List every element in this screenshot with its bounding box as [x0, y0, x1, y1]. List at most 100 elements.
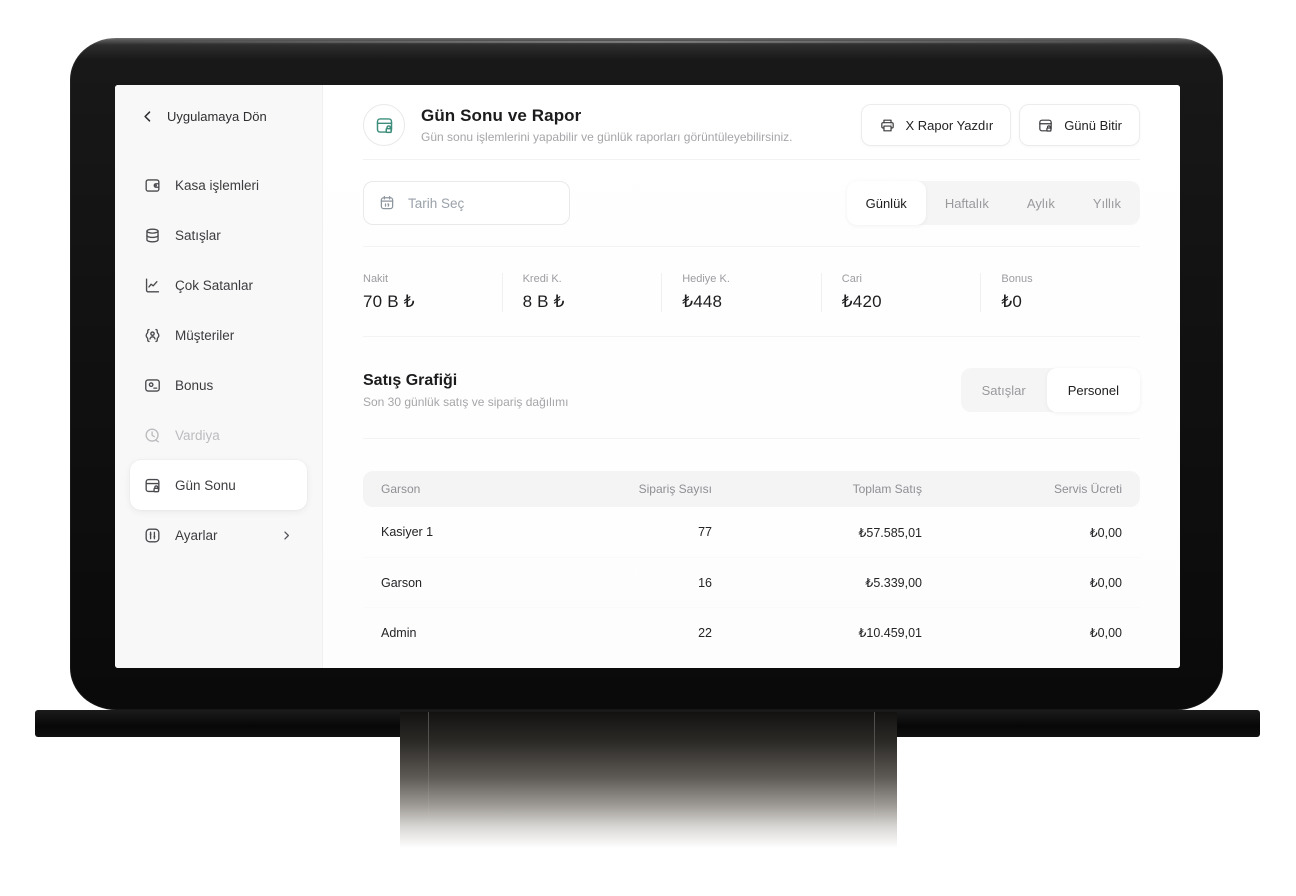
- print-x-report-button[interactable]: X Rapor Yazdır: [860, 104, 1012, 146]
- table-header-row: Garson Sipariş Sayısı Toplam Satış Servi…: [363, 471, 1140, 507]
- stat-bonus: Bonus ₺0: [980, 273, 1140, 312]
- sidebar-item-label: Vardiya: [175, 427, 220, 443]
- page-header: Gün Sonu ve Rapor Gün sonu işlemlerini y…: [363, 85, 1140, 160]
- sidebar-item-label: Ayarlar: [175, 527, 218, 543]
- page-title: Gün Sonu ve Rapor: [421, 106, 582, 125]
- sidebar-item-label: Çok Satanlar: [175, 277, 254, 293]
- page-header-text: Gün Sonu ve Rapor Gün sonu işlemlerini y…: [421, 106, 793, 144]
- bonus-icon: [143, 376, 162, 395]
- sales-section-subtitle: Son 30 günlük satış ve sipariş dağılımı: [363, 394, 569, 409]
- cell-service: ₺0,00: [1089, 626, 1122, 640]
- stat-value: 8 B ₺: [522, 292, 565, 311]
- end-day-button[interactable]: Günü Bitir: [1019, 104, 1140, 146]
- table-row: Garson 16 ₺5.339,00 ₺0,00: [363, 557, 1140, 607]
- sidebar-item-label: Gün Sonu: [175, 477, 236, 493]
- app-screen: Uygulamaya Dön Kasa işlemleri Satışlar: [115, 85, 1180, 668]
- cell-total: ₺5.339,00: [865, 576, 922, 590]
- cell-name: Garson: [381, 575, 422, 590]
- sales-section-title: Satış Grafiği: [363, 371, 458, 389]
- table-row: Admin 22 ₺10.459,01 ₺0,00: [363, 607, 1140, 657]
- table-row: Kasiyer 1 77 ₺57.585,01 ₺0,00: [363, 507, 1140, 557]
- sidebar: Uygulamaya Dön Kasa işlemleri Satışlar: [115, 85, 323, 668]
- cell-name: Kasiyer 1: [381, 525, 434, 539]
- sidebar-item-kasa-islemleri[interactable]: Kasa işlemleri: [130, 160, 307, 210]
- main-content: Gün Sonu ve Rapor Gün sonu işlemlerini y…: [323, 85, 1180, 668]
- sidebar-item-musteriler[interactable]: Müşteriler: [130, 310, 307, 360]
- cell-name: Admin: [381, 625, 417, 640]
- chevron-right-icon: [279, 528, 294, 543]
- column-header-siparis: Sipariş Sayısı: [638, 482, 712, 496]
- sidebar-item-label: Bonus: [175, 377, 214, 393]
- stat-label: Hediye K.: [682, 273, 730, 285]
- period-tabs: Günlük Haftalık Aylık Yıllık: [846, 181, 1140, 225]
- trend-chart-icon: [143, 276, 162, 295]
- tab-haftalik[interactable]: Haftalık: [944, 195, 989, 211]
- chevron-left-icon: [138, 107, 157, 126]
- date-picker-input[interactable]: Tarih Seç: [363, 181, 570, 225]
- cell-orders: 22: [698, 625, 712, 640]
- column-header-toplam: Toplam Satış: [852, 482, 922, 496]
- sidebar-item-label: Kasa işlemleri: [175, 177, 260, 193]
- toggle-satislar[interactable]: Satışlar: [981, 382, 1026, 398]
- monitor-stand: [400, 712, 897, 848]
- header-actions: X Rapor Yazdır Günü Bitir: [860, 104, 1140, 146]
- column-header-garson: Garson: [381, 482, 421, 496]
- tab-yillik[interactable]: Yıllık: [1092, 195, 1121, 211]
- cell-total: ₺57.585,01: [858, 525, 922, 540]
- sales-section-titles: Satış Grafiği Son 30 günlük satış ve sip…: [363, 372, 568, 409]
- stat-value: 70 B ₺: [363, 292, 415, 311]
- date-picker-placeholder: Tarih Seç: [408, 195, 465, 211]
- customers-icon: [143, 326, 162, 345]
- toggle-personel[interactable]: Personel: [1046, 368, 1140, 412]
- wallet-icon: [143, 176, 162, 195]
- column-header-servis: Servis Ücreti: [1053, 482, 1122, 496]
- calendar-icon: [378, 194, 396, 212]
- sidebar-item-label: Müşteriler: [175, 327, 235, 343]
- print-x-report-label: X Rapor Yazdır: [905, 117, 994, 133]
- day-end-calendar-icon: [143, 476, 162, 495]
- tab-aylik[interactable]: Aylık: [1026, 195, 1055, 211]
- stat-label: Kredi K.: [522, 273, 562, 285]
- page-header-icon-circle: [363, 104, 405, 146]
- sidebar-nav: Kasa işlemleri Satışlar Çok Satanlar: [130, 160, 307, 560]
- stat-value: ₺0: [1001, 292, 1023, 311]
- sales-coins-icon: [143, 226, 162, 245]
- sidebar-item-vardiya[interactable]: Vardiya: [130, 410, 307, 460]
- day-end-calendar-icon: [374, 115, 395, 136]
- back-to-app-button[interactable]: Uygulamaya Dön: [130, 103, 307, 130]
- stat-label: Nakit: [363, 273, 389, 285]
- stat-cari: Cari ₺420: [820, 273, 981, 312]
- cell-total: ₺10.459,01: [858, 626, 922, 640]
- printer-icon: [879, 117, 896, 134]
- page-subtitle: Gün sonu işlemlerini yapabilir ve günlük…: [421, 130, 793, 144]
- sidebar-item-gun-sonu[interactable]: Gün Sonu: [130, 460, 307, 510]
- sidebar-item-satislar[interactable]: Satışlar: [130, 210, 307, 260]
- stat-value: ₺420: [841, 292, 882, 311]
- stats-row: Nakit 70 B ₺ Kredi K. 8 B ₺ Hediye K. ₺4…: [363, 247, 1140, 337]
- cell-service: ₺0,00: [1089, 576, 1122, 590]
- day-end-calendar-icon: [1037, 117, 1054, 134]
- sales-section-header: Satış Grafiği Son 30 günlük satış ve sip…: [363, 337, 1140, 439]
- sidebar-item-ayarlar[interactable]: Ayarlar: [130, 510, 307, 560]
- back-label: Uygulamaya Dön: [167, 109, 267, 124]
- stat-value: ₺448: [682, 292, 723, 311]
- sidebar-item-label: Satışlar: [175, 227, 221, 243]
- sales-view-toggle: Satışlar Personel: [960, 368, 1140, 412]
- cell-orders: 77: [698, 525, 712, 539]
- sidebar-item-cok-satanlar[interactable]: Çok Satanlar: [130, 260, 307, 310]
- staff-sales-table: Garson Sipariş Sayısı Toplam Satış Servi…: [363, 471, 1140, 657]
- cell-service: ₺0,00: [1089, 525, 1122, 540]
- shift-clock-icon: [143, 426, 162, 445]
- stat-hediye: Hediye K. ₺448: [661, 273, 821, 312]
- stat-label: Bonus: [1001, 273, 1033, 285]
- cell-orders: 16: [698, 575, 712, 590]
- stat-label: Cari: [841, 273, 862, 285]
- tab-gunluk[interactable]: Günlük: [846, 181, 926, 225]
- settings-sliders-icon: [143, 526, 162, 545]
- stat-nakit: Nakit 70 B ₺: [363, 273, 502, 312]
- stat-kredi: Kredi K. 8 B ₺: [501, 273, 662, 312]
- end-day-label: Günü Bitir: [1064, 117, 1122, 133]
- filters-row: Tarih Seç Günlük Haftalık Aylık Yıllık: [363, 160, 1140, 247]
- sidebar-item-bonus[interactable]: Bonus: [130, 360, 307, 410]
